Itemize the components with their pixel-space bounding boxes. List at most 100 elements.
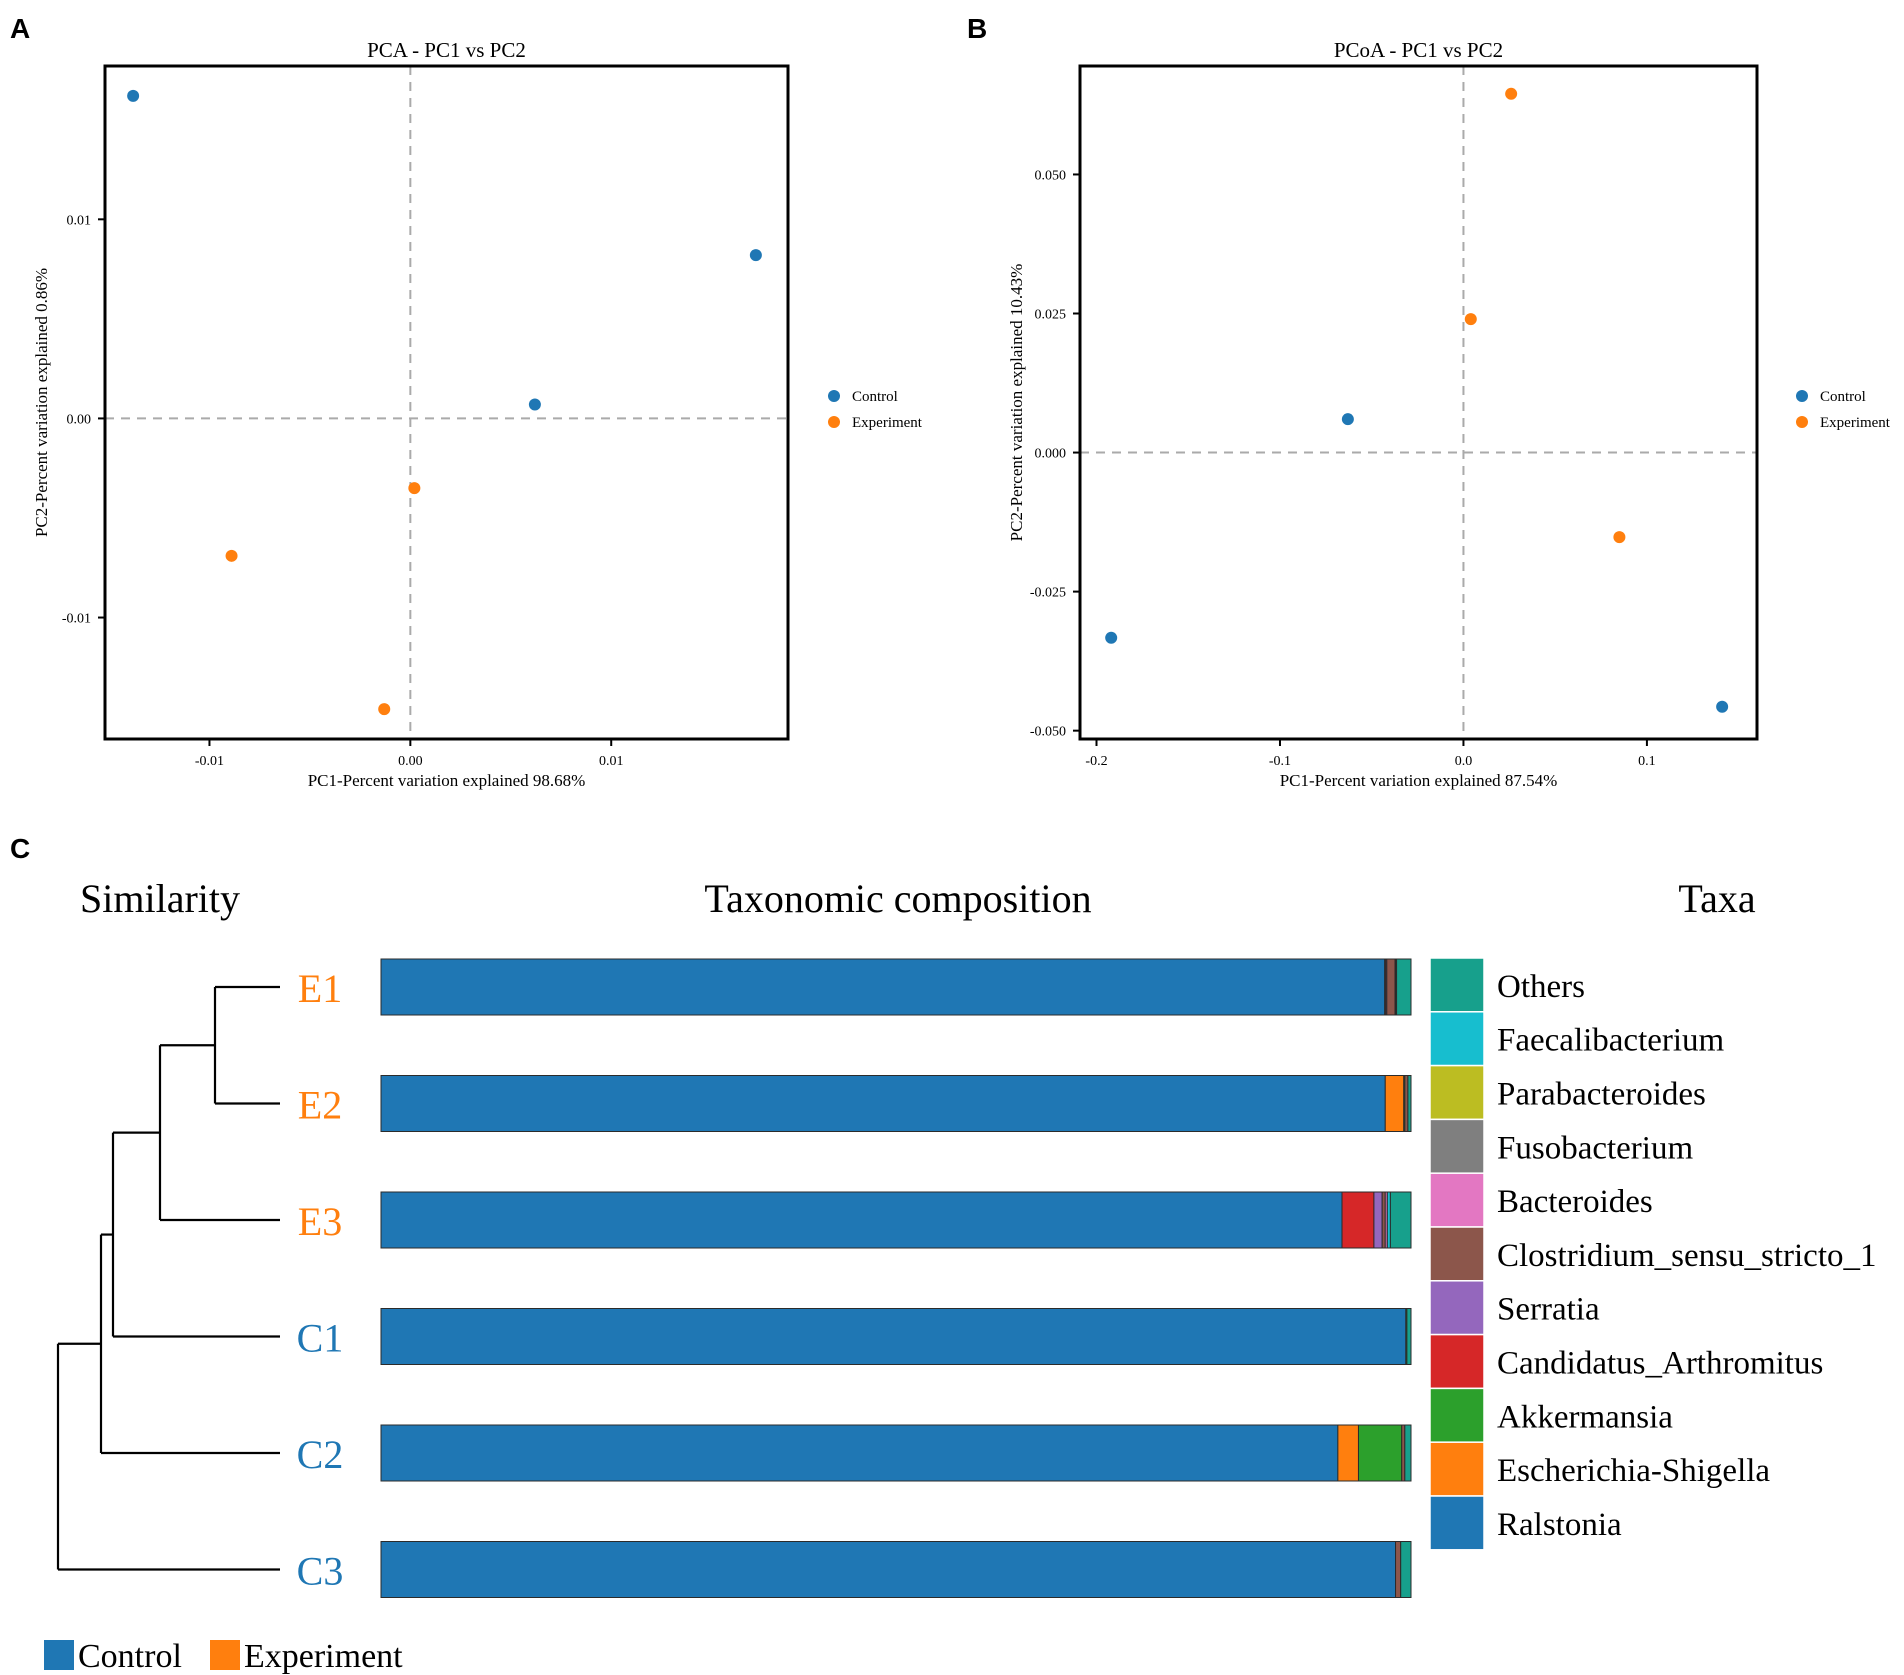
group-legend-label-control: Control <box>78 1638 182 1675</box>
bar-segment-c2 <box>380 1424 1339 1482</box>
bar-segment-e3 <box>380 1191 1343 1249</box>
pca-y-axis-label: PC2-Percent variation explained 0.86% <box>32 268 51 537</box>
bar-segment-e1 <box>1386 958 1396 1016</box>
taxa-legend-swatch <box>1429 1011 1485 1067</box>
bar-segment-e1 <box>380 958 1386 1016</box>
pcoa-point-control <box>1105 631 1118 644</box>
taxa-legend-label: Clostridium_sensu_stricto_1 <box>1497 1238 1877 1274</box>
taxa-legend-swatch <box>1429 1495 1485 1551</box>
sample-label-e1: E1 <box>298 966 342 1011</box>
taxa-legend-swatch <box>1429 957 1485 1013</box>
taxa-legend-swatch <box>1429 1172 1485 1228</box>
bar-segment-e3 <box>1373 1191 1383 1249</box>
pcoa-legend-label-control: Control <box>1820 389 1866 405</box>
bar-segment-e3 <box>1341 1191 1375 1249</box>
taxonomic-composition-title: Taxonomic composition <box>704 876 1091 921</box>
taxa-title: Taxa <box>1678 876 1755 921</box>
pcoa-title: PCoA - PC1 vs PC2 <box>1334 38 1503 62</box>
bar-segment-e3 <box>1389 1191 1412 1249</box>
pca-x-tick-label: 0.01 <box>599 754 624 769</box>
pcoa-plot-frame <box>1078 64 1759 741</box>
pca-x-tick-label: -0.01 <box>195 754 224 769</box>
sample-label-e2: E2 <box>298 1083 342 1128</box>
pcoa-x-tick-label: -0.1 <box>1269 754 1291 769</box>
pcoa-point-control <box>1341 413 1354 426</box>
pcoa-x-tick-label: 0.0 <box>1455 754 1473 769</box>
pca-x-tick-label: 0.00 <box>398 754 423 769</box>
pcoa-legend-marker-control <box>1796 390 1808 402</box>
pcoa-point-experiment <box>1464 313 1477 326</box>
sample-label-c2: C2 <box>297 1432 344 1477</box>
pca-point-control <box>127 89 140 102</box>
pca-point-experiment <box>378 703 391 716</box>
pca-y-tick-label: 0.01 <box>67 213 92 228</box>
pca-x-axis-label: PC1-Percent variation explained 98.68% <box>308 771 586 790</box>
group-legend-swatch-experiment <box>210 1640 240 1670</box>
panel-label-b: B <box>967 13 987 44</box>
taxa-legend-label: Bacteroides <box>1497 1184 1653 1220</box>
taxa-legend-label: Candidatus_Arthromitus <box>1497 1346 1823 1382</box>
sample-label-c3: C3 <box>297 1549 344 1594</box>
pcoa-y-axis-label: PC2-Percent variation explained 10.43% <box>1007 264 1026 542</box>
panel-label-a: A <box>10 13 30 44</box>
pca-plot-frame <box>103 64 790 741</box>
taxa-legend-label: Fusobacterium <box>1497 1130 1693 1166</box>
taxa-legend-label: Faecalibacterium <box>1497 1023 1725 1059</box>
similarity-title: Similarity <box>80 876 240 921</box>
pcoa-y-tick-label: -0.050 <box>1030 725 1066 740</box>
pcoa-legend-marker-experiment <box>1796 416 1808 428</box>
pca-y-tick-label: 0.00 <box>67 412 92 427</box>
bar-segment-e1 <box>1396 958 1412 1016</box>
pca-y-tick-label: -0.01 <box>62 612 91 627</box>
taxa-legend-label: Akkermansia <box>1497 1399 1673 1435</box>
bar-segment-c2 <box>1404 1424 1412 1482</box>
bar-segment-c3 <box>380 1541 1397 1598</box>
taxa-legend-swatch <box>1429 1280 1485 1336</box>
pca-point-experiment <box>408 482 421 495</box>
pca-point-experiment <box>225 549 238 562</box>
bar-segment-e2 <box>380 1075 1386 1132</box>
group-legend-label-experiment: Experiment <box>244 1638 403 1675</box>
bar-segment-c2 <box>1357 1424 1403 1482</box>
taxa-legend-label: Ralstonia <box>1497 1507 1622 1543</box>
taxa-legend-label: Escherichia-Shigella <box>1497 1453 1770 1489</box>
bar-segment-e2 <box>1407 1075 1412 1132</box>
panel-label-c: C <box>10 833 30 864</box>
pca-legend-label-experiment: Experiment <box>852 415 923 431</box>
bar-segment-c3 <box>1395 1541 1402 1598</box>
pca-title: PCA - PC1 vs PC2 <box>367 38 526 62</box>
taxa-legend-swatch <box>1429 1387 1485 1443</box>
taxa-legend-label: Others <box>1497 969 1585 1005</box>
pca-legend-marker-experiment <box>828 416 840 428</box>
pcoa-legend-label-experiment: Experiment <box>1820 415 1891 431</box>
sample-label-e3: E3 <box>298 1199 342 1244</box>
pca-point-control <box>749 249 762 262</box>
bar-segment-c3 <box>1400 1541 1412 1598</box>
pcoa-point-control <box>1716 700 1729 713</box>
pcoa-x-tick-label: -0.2 <box>1085 754 1107 769</box>
pcoa-x-tick-label: 0.1 <box>1638 754 1656 769</box>
taxa-legend-swatch <box>1429 1333 1485 1390</box>
pcoa-point-experiment <box>1613 531 1626 544</box>
bar-segment-c2 <box>1337 1424 1359 1482</box>
taxa-legend-label: Serratia <box>1497 1292 1600 1328</box>
taxa-legend-label: Parabacteroides <box>1497 1077 1706 1113</box>
pca-legend-label-control: Control <box>852 389 898 405</box>
pcoa-y-tick-label: 0.025 <box>1035 308 1067 323</box>
pca-point-control <box>528 398 541 411</box>
bar-segment-e2 <box>1384 1075 1405 1132</box>
bar-segment-c1 <box>1406 1308 1412 1365</box>
sample-label-c1: C1 <box>297 1316 344 1361</box>
bar-segment-c1 <box>380 1308 1407 1365</box>
taxa-legend-swatch <box>1429 1226 1485 1282</box>
pcoa-x-axis-label: PC1-Percent variation explained 87.54% <box>1280 771 1558 790</box>
pcoa-y-tick-label: 0.000 <box>1035 447 1067 462</box>
pca-legend-marker-control <box>828 390 840 402</box>
taxa-legend-swatch <box>1429 1064 1485 1121</box>
pcoa-y-tick-label: -0.025 <box>1030 586 1066 601</box>
taxa-legend-swatch <box>1429 1118 1485 1174</box>
pcoa-y-tick-label: 0.050 <box>1035 168 1067 183</box>
taxa-legend-swatch <box>1429 1441 1485 1497</box>
group-legend-swatch-control <box>44 1640 74 1670</box>
